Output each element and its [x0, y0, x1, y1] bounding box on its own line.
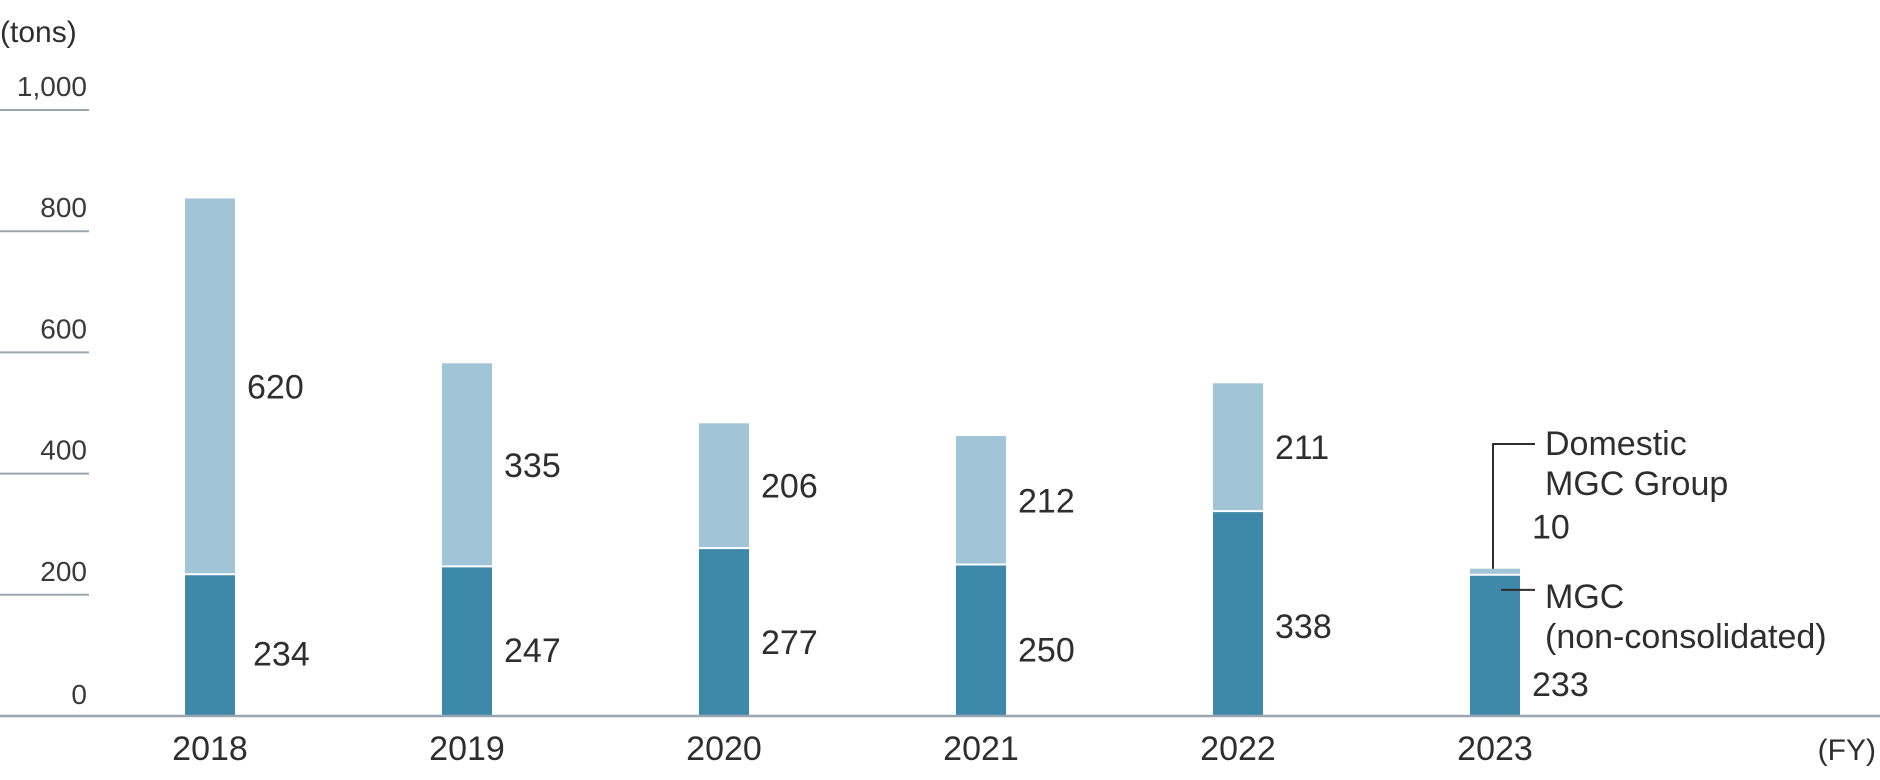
bar-segment-mgc [1213, 511, 1263, 716]
legend-label-domestic-group: MGC Group [1545, 465, 1728, 503]
bar-segment-mgc [1470, 574, 1520, 716]
bar-segment-mgc [956, 564, 1006, 716]
value-label-mgc: 277 [761, 624, 818, 662]
value-label-domestic-group: 212 [1018, 482, 1075, 520]
y-tick-label: 1,000 [17, 71, 87, 102]
bar-segment-domestic-group [442, 363, 492, 567]
y-tick-label: 600 [40, 313, 87, 344]
x-axis: 2018 2019 2020 2021 2022 2023 [0, 714, 1880, 768]
bar-segment-domestic-group [699, 423, 749, 549]
value-label-domestic-group: 10 [1532, 509, 1570, 547]
value-label-mgc: 233 [1532, 666, 1589, 704]
x-tick-label: 2018 [172, 730, 248, 768]
y-tick-label: 0 [71, 679, 87, 710]
value-label-mgc: 338 [1275, 608, 1332, 646]
value-label-mgc: 250 [1018, 631, 1075, 669]
x-axis-title: (FY) [1818, 734, 1876, 767]
legend-label-domestic-group: Domestic [1545, 425, 1687, 463]
value-label-domestic-group: 211 [1275, 429, 1329, 467]
legend-label-mgc: MGC [1545, 578, 1624, 616]
bar-segment-mgc [699, 548, 749, 716]
bar-segment-domestic-group [185, 198, 235, 575]
legend-label-mgc: (non-consolidated) [1545, 618, 1827, 656]
bars-group [185, 198, 1520, 716]
value-labels-group: 234 620 247 335 277 206 250 212 338 211 233 10 [247, 368, 1589, 704]
value-label-domestic-group: 620 [247, 368, 304, 406]
bar-segment-mgc [442, 566, 492, 716]
y-axis: 0 200 400 600 800 1,000 [0, 71, 89, 710]
value-label-domestic-group: 206 [761, 468, 818, 506]
value-label-domestic-group: 335 [504, 447, 561, 485]
bar-segment-domestic-group [956, 436, 1006, 565]
y-tick-label: 200 [40, 556, 87, 587]
legend-leader-domestic-group [1492, 443, 1535, 569]
x-tick-label: 2020 [686, 730, 762, 768]
y-tick-label: 800 [40, 192, 87, 223]
y-tick-label: 400 [40, 435, 87, 466]
bar-segment-domestic-group [1213, 383, 1263, 512]
x-tick-label: 2021 [943, 730, 1019, 768]
bar-segment-mgc [185, 574, 235, 716]
value-label-mgc: 234 [253, 636, 310, 674]
value-label-mgc: 247 [504, 632, 561, 670]
y-axis-title: (tons) [0, 16, 77, 49]
x-tick-label: 2022 [1200, 730, 1276, 768]
bar-segment-domestic-group [1470, 568, 1520, 575]
x-tick-label: 2019 [429, 730, 505, 768]
x-tick-label: 2023 [1457, 730, 1533, 768]
